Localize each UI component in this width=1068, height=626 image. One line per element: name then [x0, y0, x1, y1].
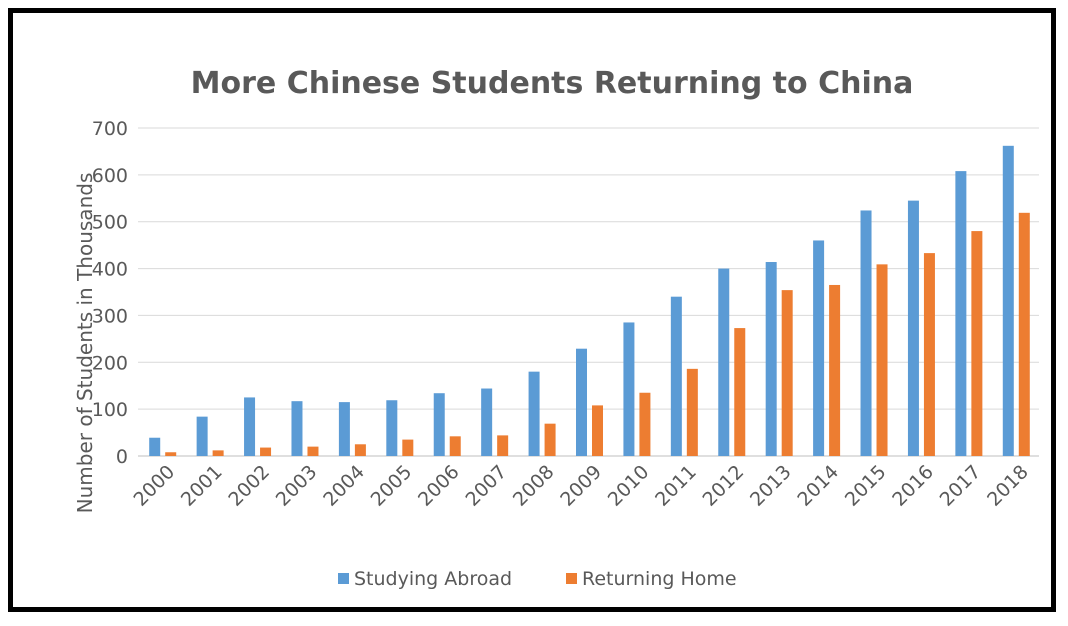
x-tick-label: 2015: [841, 461, 891, 511]
legend: Studying Abroad Returning Home: [338, 568, 737, 590]
y-tick-label: 400: [92, 259, 128, 281]
x-tick-label: 2006: [414, 461, 464, 511]
bar-returning-home: [165, 452, 176, 456]
chart-frame: More Chinese Students Returning to China…: [8, 8, 1056, 612]
x-tick-label: 2014: [793, 461, 843, 511]
bar-studying-abroad: [908, 201, 919, 456]
bar-studying-abroad: [766, 262, 777, 456]
bar-returning-home: [307, 447, 318, 456]
legend-swatch: [566, 573, 577, 584]
bar-studying-abroad: [1003, 146, 1014, 456]
bar-studying-abroad: [291, 401, 302, 456]
x-tick-label: 2010: [604, 461, 654, 511]
y-tick-labels: 0 100 200 300 400 500 600 700: [92, 118, 128, 468]
bar-returning-home: [639, 393, 650, 456]
bar-returning-home: [402, 440, 413, 456]
bar-returning-home: [450, 436, 461, 456]
x-tick-label: 2017: [936, 461, 986, 511]
x-tick-label: 2005: [367, 461, 417, 511]
bar-studying-abroad: [623, 322, 634, 456]
x-tick-label: 2013: [746, 461, 796, 511]
x-tick-labels: 2000200120022003200420052006200720082009…: [129, 461, 1032, 511]
y-axis-label: Number of Students in Thousands: [73, 173, 97, 514]
bar-returning-home: [829, 285, 840, 456]
bar-studying-abroad: [576, 349, 587, 456]
bar-studying-abroad: [955, 171, 966, 456]
x-tick-label: 2008: [509, 461, 559, 511]
legend-label: Returning Home: [582, 568, 737, 590]
bar-studying-abroad: [671, 297, 682, 456]
bar-studying-abroad: [149, 438, 160, 456]
bar-studying-abroad: [434, 393, 445, 456]
x-tick-label: 2009: [556, 461, 606, 511]
bar-returning-home: [497, 435, 508, 456]
bar-studying-abroad: [529, 372, 540, 456]
y-tick-label: 600: [92, 165, 128, 187]
bar-returning-home: [545, 424, 556, 456]
x-tick-label: 2001: [177, 461, 227, 511]
x-tick-label: 2003: [272, 461, 322, 511]
bar-studying-abroad: [861, 210, 872, 456]
bar-returning-home: [782, 290, 793, 456]
bar-returning-home: [734, 328, 745, 456]
x-tick-label: 2002: [224, 461, 274, 511]
x-tick-label: 2000: [129, 461, 179, 511]
bar-returning-home: [1019, 213, 1030, 456]
chart-svg: More Chinese Students Returning to China…: [13, 13, 1051, 607]
y-tick-label: 300: [92, 305, 128, 327]
bar-returning-home: [213, 450, 224, 456]
bar-studying-abroad: [197, 417, 208, 456]
bar-returning-home: [592, 405, 603, 456]
bar-returning-home: [355, 444, 366, 456]
bar-returning-home: [971, 231, 982, 456]
bar-studying-abroad: [386, 400, 397, 456]
bar-studying-abroad: [718, 269, 729, 456]
x-tick-label: 2004: [319, 461, 369, 511]
legend-swatch: [338, 573, 349, 584]
y-tick-label: 100: [92, 399, 128, 421]
x-tick-label: 2018: [983, 461, 1033, 511]
y-tick-label: 200: [92, 352, 128, 374]
bar-returning-home: [924, 253, 935, 456]
y-tick-label: 700: [92, 118, 128, 140]
chart-title: More Chinese Students Returning to China: [191, 66, 914, 101]
y-tick-label: 0: [116, 446, 128, 468]
bar-studying-abroad: [481, 389, 492, 456]
bar-studying-abroad: [244, 397, 255, 456]
bar-returning-home: [877, 264, 888, 456]
bar-studying-abroad: [339, 402, 350, 456]
bar-returning-home: [260, 448, 271, 456]
x-tick-label: 2011: [651, 461, 701, 511]
y-tick-label: 500: [92, 212, 128, 234]
x-tick-label: 2012: [699, 461, 749, 511]
grid: [138, 128, 1039, 456]
bar-returning-home: [687, 369, 698, 456]
legend-label: Studying Abroad: [354, 568, 512, 590]
x-tick-label: 2016: [888, 461, 938, 511]
x-tick-label: 2007: [461, 461, 511, 511]
bar-studying-abroad: [813, 240, 824, 456]
